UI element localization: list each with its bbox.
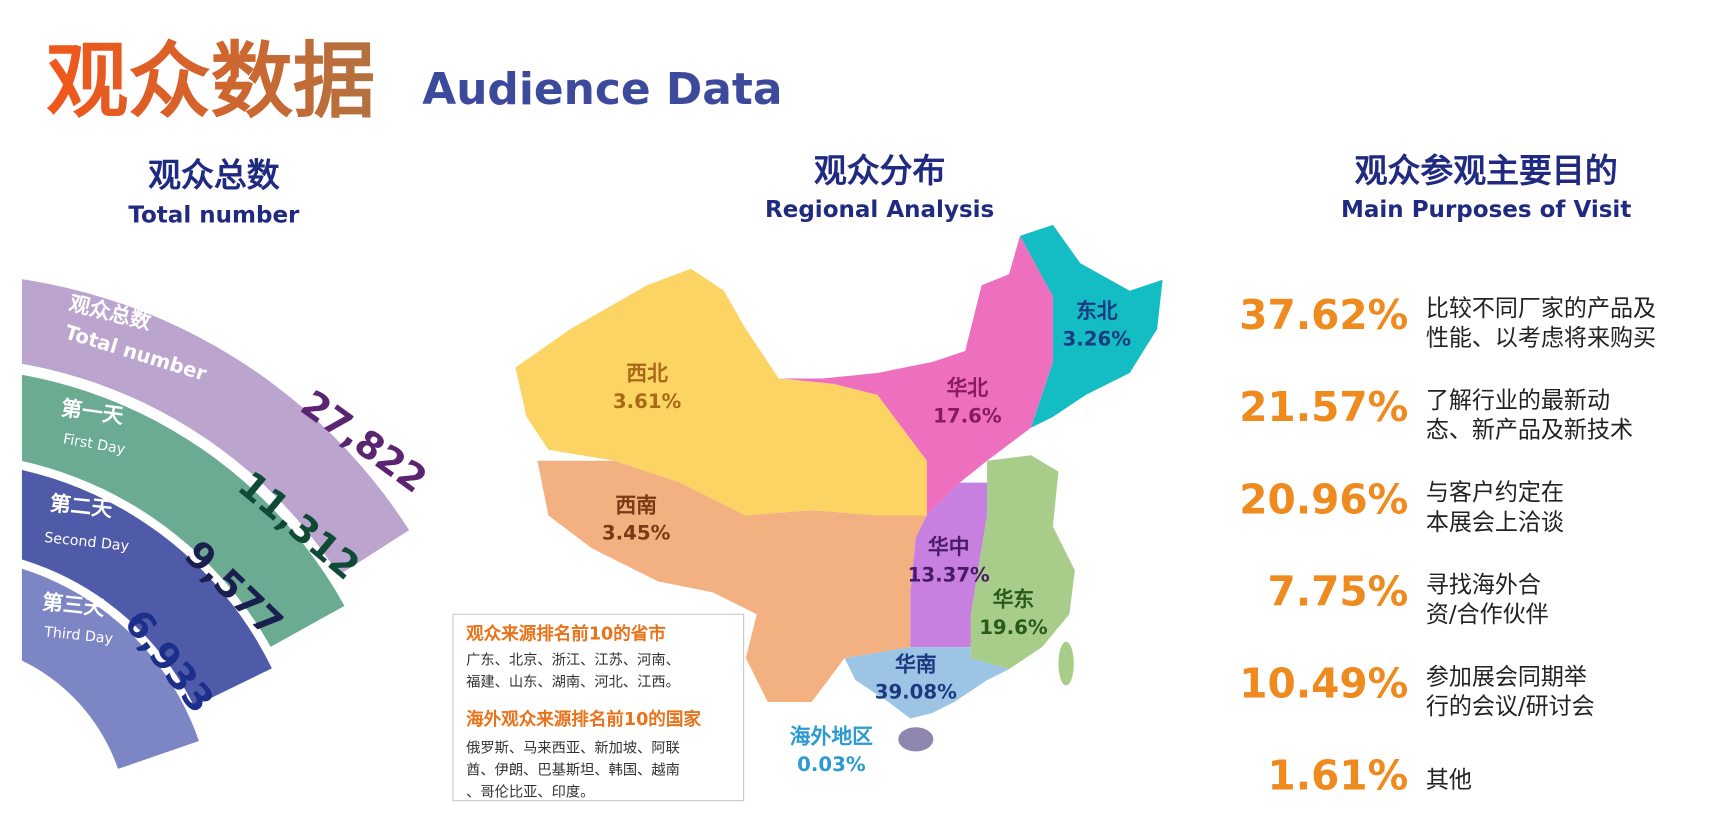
- region-shape: [910, 482, 988, 648]
- region-share: 3.61%: [613, 390, 682, 413]
- section-heading: 观众参观主要目的: [1355, 151, 1618, 190]
- island-shape: [898, 727, 934, 752]
- region-share: 0.03%: [797, 753, 866, 776]
- purpose-share: 20.96%: [1239, 475, 1408, 523]
- fan-band: [21, 374, 345, 647]
- region-name: 华东: [993, 588, 1035, 612]
- region-name: 华中: [928, 535, 970, 559]
- fan-band: [21, 568, 199, 769]
- region-share: 19.6%: [979, 616, 1048, 639]
- section-subheading: Main Purposes of Visit: [1341, 197, 1631, 223]
- legend-line: 酋、伊朗、巴基斯坦、韩国、越南: [466, 760, 680, 778]
- region-name: 东北: [1076, 299, 1118, 323]
- purpose-text: 行的会议/研讨会: [1426, 694, 1595, 720]
- region-shape: [515, 268, 927, 516]
- region-shape: [537, 460, 927, 703]
- purpose-text: 其他: [1426, 768, 1472, 794]
- region-name: 西南: [615, 493, 657, 517]
- purpose-text: 态、新产品及新技术: [1426, 418, 1633, 444]
- legend-line: 广东、北京、浙江、江苏、河南、: [466, 652, 680, 669]
- fan-band: [21, 470, 272, 707]
- purpose-share: 10.49%: [1239, 660, 1408, 708]
- legend-box: [452, 613, 745, 802]
- section-subheading: Total number: [128, 203, 300, 229]
- band-label-en: Third Day: [42, 624, 114, 647]
- legend-line: 俄罗斯、马来西亚、新加坡、阿联: [466, 739, 680, 756]
- purpose-share: 7.75%: [1268, 567, 1409, 615]
- section-heading: 观众分布: [814, 151, 946, 190]
- region-shape: [1020, 224, 1163, 428]
- purpose-text: 参加展会同期举: [1426, 664, 1587, 690]
- fan-band: [21, 279, 410, 576]
- region-shape: [970, 455, 1075, 670]
- legend-title: 观众来源排名前10的省市: [466, 623, 666, 644]
- legend-line: 福建、山东、湖南、河北、江西。: [466, 674, 680, 691]
- purpose-text: 资/合作伙伴: [1426, 602, 1549, 628]
- region-share: 39.08%: [875, 681, 957, 704]
- purpose-text: 了解行业的最新动: [1426, 388, 1610, 414]
- purpose-share: 37.62%: [1239, 291, 1408, 339]
- purpose-share: 1.61%: [1268, 752, 1409, 800]
- fan: [21, 279, 410, 769]
- title-en: Audience Data: [422, 64, 782, 115]
- purpose-text: 比较不同厂家的产品及: [1426, 296, 1656, 322]
- purpose-text: 性能、以考虑将来购买: [1426, 326, 1656, 352]
- region-shape: [844, 647, 1010, 719]
- section-subheading: Regional Analysis: [765, 197, 994, 223]
- region-labels: 西北 3.61% 华北 17.6% 东北 3.26% 西南 3.45% 华中 13.37%华东 19…: [602, 299, 1131, 776]
- legend-title: 海外观众来源排名前10的国家: [466, 709, 701, 730]
- island-shape: [1058, 641, 1074, 686]
- legend-line: 、哥伦比亚、印度。: [466, 783, 594, 800]
- purpose-text: 寻找海外合: [1426, 572, 1541, 598]
- region-share: 3.45%: [602, 522, 671, 545]
- china-map: [515, 224, 1163, 752]
- title-cn: 观众数据: [46, 35, 375, 130]
- region-shape: [780, 235, 1053, 516]
- purpose-text: 与客户约定在: [1426, 480, 1564, 506]
- purpose-text: 本展会上洽谈: [1426, 510, 1564, 536]
- region-share: 13.37%: [908, 563, 990, 586]
- region-name: 西北: [626, 362, 668, 386]
- region-share: 3.26%: [1063, 328, 1132, 351]
- region-share: 17.6%: [933, 404, 1002, 427]
- region-name: 华北: [947, 376, 989, 400]
- region-name: 华南: [895, 652, 937, 676]
- region-name: 海外地区: [790, 725, 873, 749]
- purpose-share: 21.57%: [1239, 383, 1408, 431]
- section-heading: 观众总数: [148, 156, 280, 195]
